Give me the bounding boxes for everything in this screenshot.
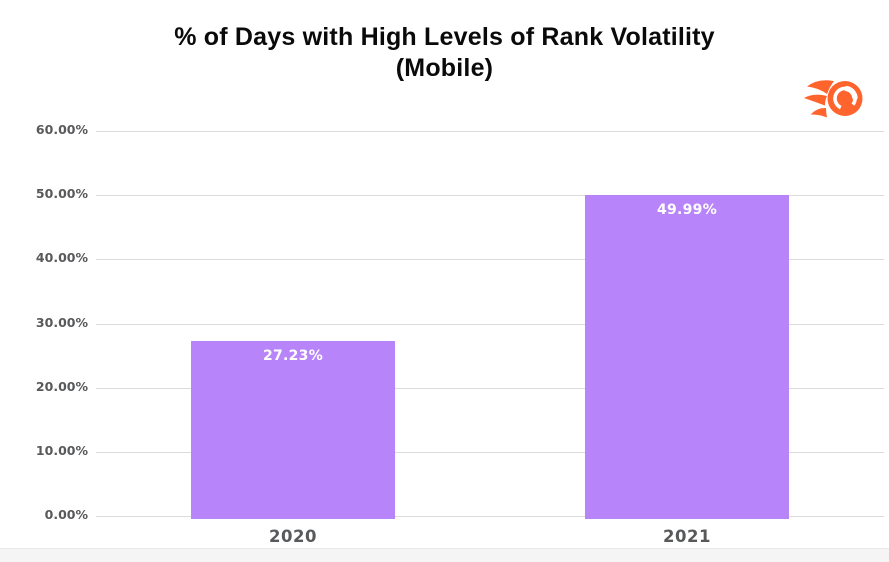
bar-value-label: 49.99% bbox=[656, 202, 718, 219]
y-tick-label: 40.00% bbox=[35, 250, 88, 266]
bar-value-label: 27.23% bbox=[262, 348, 324, 365]
y-tick-label: 50.00% bbox=[35, 186, 88, 202]
y-tick-label: 10.00% bbox=[35, 442, 88, 458]
bar-2021: 49.99% bbox=[585, 195, 789, 519]
y-gridline bbox=[96, 323, 884, 325]
y-gridline bbox=[96, 131, 884, 132]
semrush-logo-icon bbox=[804, 80, 863, 118]
chart-title-line2: (Mobile) bbox=[395, 54, 494, 82]
y-tick-label: 30.00% bbox=[35, 314, 88, 330]
y-gridline bbox=[96, 259, 884, 261]
chart-title-line1: % of Days with High Levels of Rank Volat… bbox=[174, 23, 715, 51]
bar-2020: 27.23% bbox=[191, 341, 395, 519]
y-tick-label: 60.00% bbox=[35, 122, 88, 137]
chart-title: % of Days with High Levels of Rank Volat… bbox=[0, 22, 889, 84]
x-tick-label: 2021 bbox=[663, 527, 711, 546]
y-tick-label: 0.00% bbox=[44, 507, 88, 522]
window-bottom-strip bbox=[0, 548, 889, 562]
y-gridline bbox=[96, 451, 884, 453]
y-tick-label: 20.00% bbox=[35, 378, 88, 394]
y-gridline bbox=[96, 195, 884, 197]
y-gridline bbox=[96, 387, 884, 389]
x-tick-label: 2020 bbox=[269, 527, 317, 546]
y-gridline bbox=[96, 516, 884, 517]
